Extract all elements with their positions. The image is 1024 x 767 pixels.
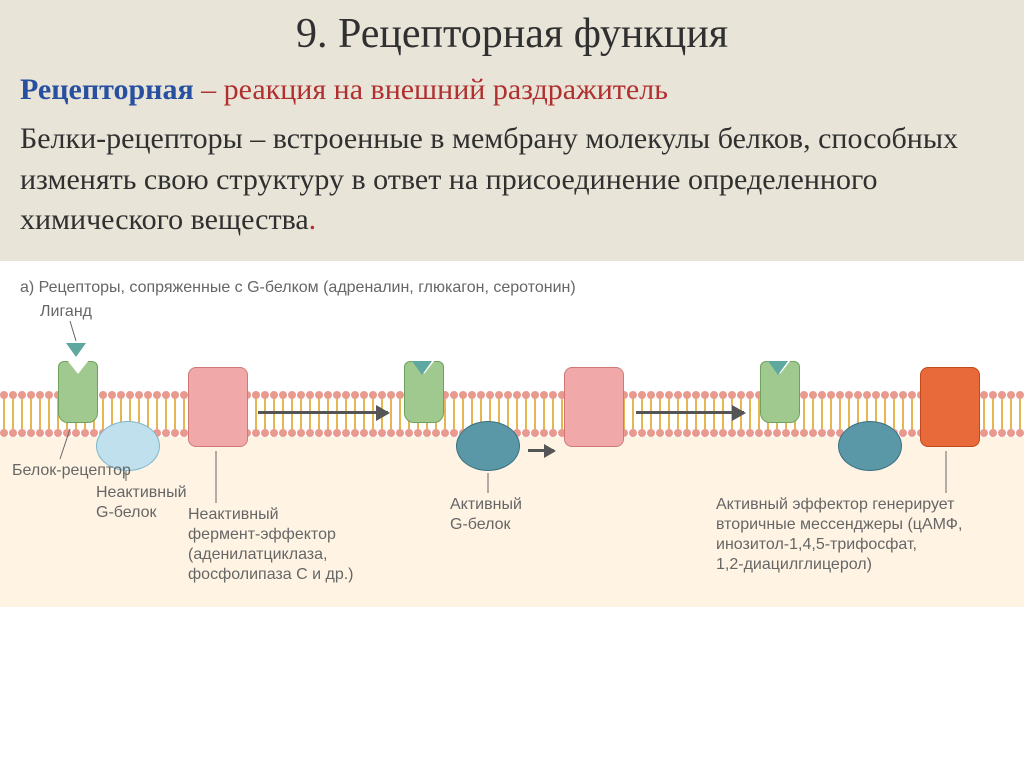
g-protein-2 bbox=[838, 421, 902, 471]
label-eff-inactive: Неактивный фермент-эффектор (аденилатцик… bbox=[188, 505, 354, 585]
effector-2 bbox=[920, 367, 980, 447]
arrow-1 bbox=[636, 411, 744, 414]
text-block: 9. Рецепторная функция Рецепторная – реа… bbox=[0, 0, 1024, 261]
ligand-1 bbox=[412, 361, 432, 375]
diagram-caption: а) Рецепторы, сопряженные с G-белком (ад… bbox=[20, 279, 576, 297]
label-eff-active: Активный эффектор генерирует вторичные м… bbox=[716, 495, 962, 575]
diagram: а) Рецепторы, сопряженные с G-белком (ад… bbox=[0, 261, 1024, 641]
ligand-0 bbox=[66, 343, 86, 357]
label-receptor: Белок-рецептор bbox=[12, 461, 131, 481]
body-main: Белки-рецепторы – встроенные в мембрану … bbox=[20, 122, 958, 236]
subtitle: Рецепторная – реакция на внешний раздраж… bbox=[20, 70, 1004, 109]
subtitle-dash: – bbox=[194, 73, 224, 106]
page-title: 9. Рецепторная функция bbox=[20, 10, 1004, 58]
ligand-label: Лиганд bbox=[40, 303, 92, 321]
arrow-sm-0 bbox=[528, 449, 554, 452]
effector-1 bbox=[564, 367, 624, 447]
subtitle-keyword: Рецепторная bbox=[20, 73, 194, 106]
g-protein-1 bbox=[456, 421, 520, 471]
label-g-inactive: Неактивный G-белок bbox=[96, 483, 187, 523]
subtitle-rest: реакция на внешний раздражитель bbox=[224, 73, 668, 106]
body-text: Белки-рецепторы – встроенные в мембрану … bbox=[20, 119, 1004, 241]
label-g-active: Активный G-белок bbox=[450, 495, 522, 535]
receptor-0 bbox=[58, 361, 98, 423]
effector-0 bbox=[188, 367, 248, 447]
ligand-2 bbox=[768, 361, 788, 375]
body-dot: . bbox=[309, 203, 317, 236]
arrow-0 bbox=[258, 411, 388, 414]
